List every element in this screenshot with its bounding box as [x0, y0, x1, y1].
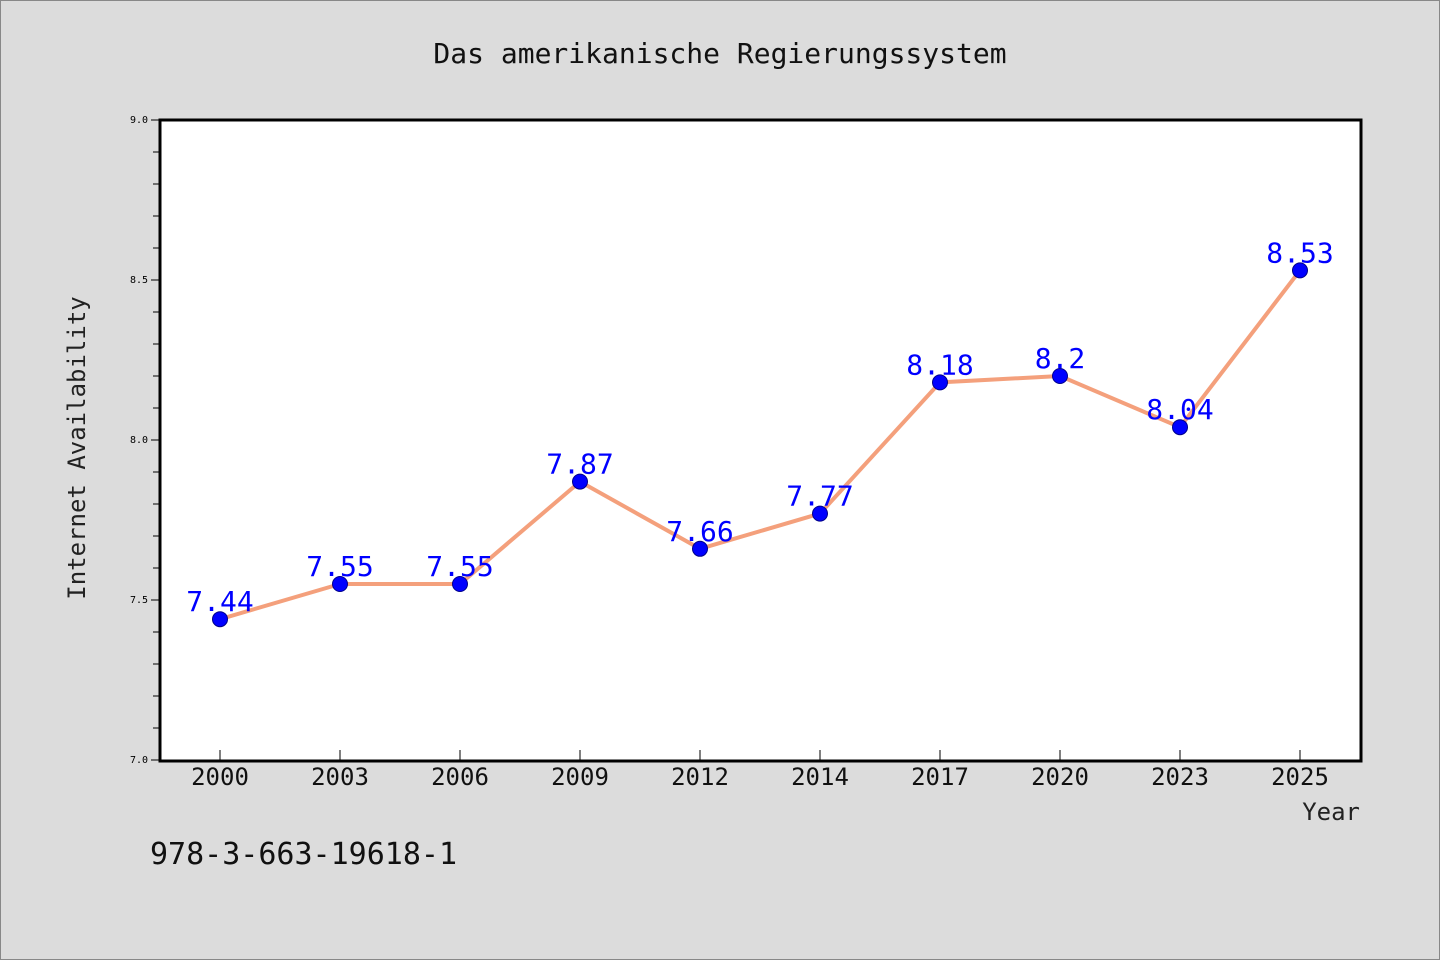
footer-isbn: 978-3-663-19618-1: [150, 837, 457, 872]
data-point: [1052, 368, 1068, 384]
x-tick-label: 2025: [1271, 763, 1329, 791]
data-label: 7.87: [546, 448, 613, 481]
x-tick-label: 2023: [1151, 763, 1209, 791]
y-axis: 7.0 7.5 8.0 8.5 9.0: [130, 115, 160, 766]
x-tick-label: 2006: [431, 763, 489, 791]
y-tick-label: 7.5: [130, 595, 148, 606]
x-tick-label: 2014: [791, 763, 849, 791]
data-point: [332, 576, 348, 592]
data-label: 7.55: [306, 550, 373, 583]
y-tick-label: 8.0: [130, 435, 148, 446]
data-label: 8.18: [906, 348, 973, 381]
x-tick-label: 2000: [191, 763, 249, 791]
data-point: [452, 576, 468, 592]
x-tick-label: 2009: [551, 763, 609, 791]
data-point: [1292, 262, 1308, 279]
data-point: [1172, 419, 1188, 436]
data-point: [212, 611, 228, 628]
x-axis-label: Year: [1302, 798, 1360, 826]
data-point: [692, 540, 708, 557]
x-tick-label: 2020: [1031, 763, 1089, 791]
y-tick-label: 7.0: [130, 755, 148, 766]
data-point: [932, 374, 948, 391]
y-tick-label: 8.5: [130, 275, 148, 286]
x-axis: 2000 2003 2006 2009 2012 2014 2017 2020 2023 2025: [191, 750, 1329, 791]
data-point: [812, 505, 828, 522]
data-point: [572, 473, 588, 490]
x-tick-label: 2012: [671, 763, 729, 791]
data-label: 7.77: [786, 480, 853, 513]
data-label: 8.53: [1266, 236, 1333, 269]
x-tick-label: 2003: [311, 763, 369, 791]
y-axis-label: Internet Availability: [63, 296, 91, 599]
data-label: 7.44: [186, 585, 253, 618]
data-label: 7.66: [666, 515, 733, 548]
y-tick-label: 9.0: [130, 115, 148, 126]
chart-title: Das amerikanische Regierungssystem: [433, 37, 1006, 70]
data-label: 7.55: [426, 550, 493, 583]
data-label: 8.2: [1035, 342, 1086, 375]
plot-area: [158, 118, 1363, 763]
series-line: [218, 268, 1302, 622]
series-group: 7.44 7.55 7.55 7.87 7.66 7.77 8.18 8.2 8.04 8.53: [186, 236, 1334, 628]
x-tick-label: 2017: [911, 763, 969, 791]
data-label: 8.04: [1146, 393, 1213, 426]
